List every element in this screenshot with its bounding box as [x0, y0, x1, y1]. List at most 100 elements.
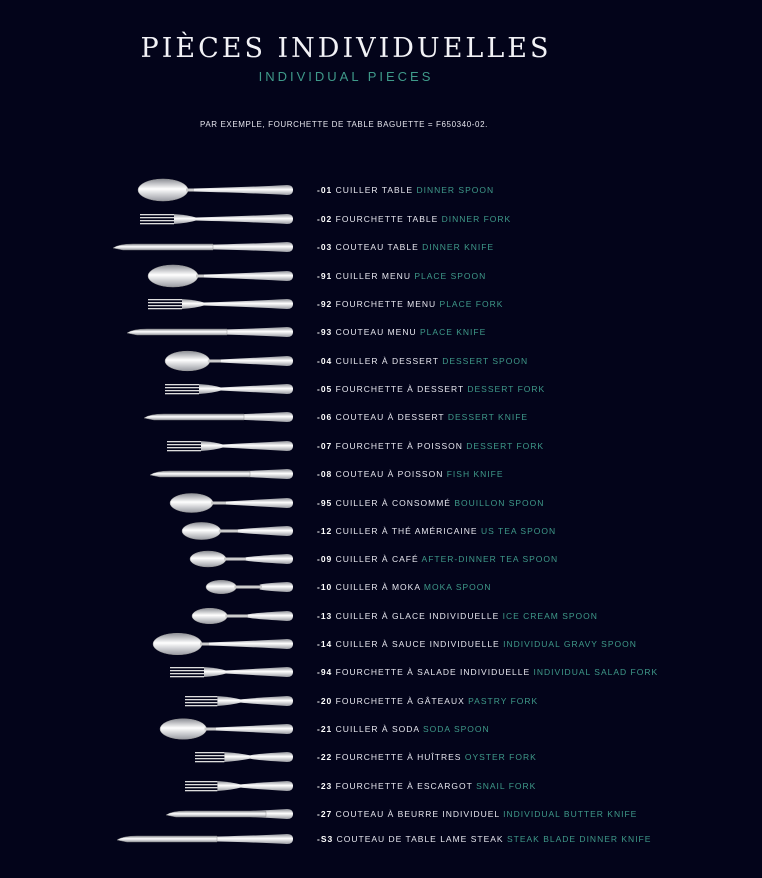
spoon-image-icon [191, 607, 293, 625]
list-item: -92 FOURCHETTE MENU PLACE FORK [317, 298, 503, 310]
item-code: -07 [317, 441, 333, 451]
fork-image-icon [185, 696, 293, 707]
spoon-image-icon [181, 522, 293, 540]
fork-image-icon [140, 214, 293, 225]
list-item: -20 FOURCHETTE À GÂTEAUX PASTRY FORK [317, 695, 538, 707]
item-name-fr: FOURCHETTE À HUÎTRES [335, 752, 462, 762]
list-item: -14 CUILLER À SAUCE INDIVIDUELLE INDIVID… [317, 638, 637, 650]
item-code: -14 [317, 639, 333, 649]
item-name-fr: CUILLER MENU [335, 271, 411, 281]
item-code: -93 [317, 327, 333, 337]
item-name-fr: COUTEAU TABLE [335, 242, 419, 252]
list-item: -22 FOURCHETTE À HUÎTRES OYSTER FORK [317, 751, 537, 763]
knife-image-icon [165, 809, 293, 819]
spoon-image-icon [164, 350, 293, 372]
item-name-fr: CUILLER À DESSERT [335, 356, 439, 366]
item-name-en: DESSERT SPOON [442, 356, 529, 366]
item-code: -08 [317, 469, 333, 479]
spoon-image-icon [152, 632, 293, 656]
list-item: -08 COUTEAU À POISSON FISH KNIFE [317, 468, 504, 480]
list-item: -94 FOURCHETTE À SALADE INDIVIDUELLE IND… [317, 666, 658, 678]
item-name-en: ICE CREAM SPOON [502, 611, 598, 621]
item-name-fr: FOURCHETTE MENU [335, 299, 437, 309]
item-name-en: AFTER-DINNER TEA SPOON [421, 554, 559, 564]
item-name-fr: FOURCHETTE À DESSERT [335, 384, 464, 394]
item-name-en: OYSTER FORK [464, 752, 537, 762]
item-name-fr: COUTEAU MENU [335, 327, 417, 337]
item-name-en: DINNER SPOON [416, 185, 495, 195]
page-title: PIÈCES INDIVIDUELLES [140, 33, 552, 64]
item-name-fr: CUILLER À CAFÉ [335, 554, 419, 564]
item-name-en: DESSERT KNIFE [447, 412, 529, 422]
item-code: -05 [317, 384, 333, 394]
fork-image-icon [165, 384, 293, 395]
list-item: -23 FOURCHETTE À ESCARGOT SNAIL FORK [317, 780, 536, 792]
item-code: -92 [317, 299, 333, 309]
item-code: -04 [317, 356, 333, 366]
fork-image-icon [170, 667, 293, 678]
item-name-fr: COUTEAU DE TABLE LAME STEAK [336, 834, 504, 844]
fork-image-icon [167, 441, 293, 452]
knife-image-icon [116, 834, 293, 844]
item-name-fr: COUTEAU À DESSERT [335, 412, 445, 422]
example-note: PAR EXEMPLE, FOURCHETTE DE TABLE BAGUETT… [200, 120, 488, 129]
knife-image-icon [126, 327, 293, 337]
spoon-image-icon [205, 580, 293, 594]
item-name-fr: CUILLER À CONSOMMÉ [335, 498, 451, 508]
item-code: -95 [317, 498, 333, 508]
item-name-en: DINNER KNIFE [422, 242, 495, 252]
list-item: -03 COUTEAU TABLE DINNER KNIFE [317, 241, 494, 253]
list-item: -12 CUILLER À THÉ AMÉRICAINE US TEA SPOO… [317, 525, 556, 537]
fork-image-icon [185, 781, 293, 792]
list-item: -05 FOURCHETTE À DESSERT DESSERT FORK [317, 383, 545, 395]
item-name-en: PASTRY FORK [468, 696, 539, 706]
list-item: -10 CUILLER À MOKA MOKA SPOON [317, 581, 492, 593]
item-name-en: BOUILLON SPOON [454, 498, 545, 508]
item-code: -94 [317, 667, 333, 677]
item-name-en: STEAK BLADE DINNER KNIFE [506, 834, 652, 844]
item-name-en: DESSERT FORK [467, 384, 546, 394]
knife-image-icon [149, 469, 293, 479]
item-name-en: SNAIL FORK [476, 781, 537, 791]
item-name-fr: CUILLER À GLACE INDIVIDUELLE [335, 611, 500, 621]
item-name-en: INDIVIDUAL SALAD FORK [533, 667, 659, 677]
item-name-en: SODA SPOON [422, 724, 490, 734]
item-name-fr: CUILLER À SAUCE INDIVIDUELLE [335, 639, 500, 649]
item-name-en: INDIVIDUAL BUTTER KNIFE [503, 809, 638, 819]
list-item: -93 COUTEAU MENU PLACE KNIFE [317, 326, 486, 338]
spoon-image-icon [189, 550, 293, 568]
item-name-fr: FOURCHETTE À POISSON [335, 441, 463, 451]
item-name-en: FISH KNIFE [446, 469, 504, 479]
list-item: -13 CUILLER À GLACE INDIVIDUELLE ICE CRE… [317, 610, 598, 622]
item-code: -03 [317, 242, 333, 252]
item-code: -06 [317, 412, 333, 422]
item-name-en: US TEA SPOON [480, 526, 557, 536]
item-code: -21 [317, 724, 333, 734]
item-name-fr: COUTEAU À BEURRE INDIVIDUEL [335, 809, 500, 819]
knife-image-icon [112, 242, 293, 252]
item-code: -01 [317, 185, 333, 195]
list-item: -04 CUILLER À DESSERT DESSERT SPOON [317, 355, 528, 367]
item-code: -S3 [317, 834, 334, 844]
item-code: -13 [317, 611, 333, 621]
list-item: -01 CUILLER TABLE DINNER SPOON [317, 184, 494, 196]
spoon-image-icon [147, 264, 293, 288]
item-name-en: PLACE KNIFE [420, 327, 487, 337]
list-item: -06 COUTEAU À DESSERT DESSERT KNIFE [317, 411, 528, 423]
fork-image-icon [195, 752, 293, 763]
spoon-image-icon [159, 718, 293, 740]
spoon-image-icon [169, 493, 293, 513]
item-name-fr: CUILLER À MOKA [335, 582, 421, 592]
item-code: -27 [317, 809, 333, 819]
item-name-fr: FOURCHETTE À ESCARGOT [335, 781, 473, 791]
list-item: -07 FOURCHETTE À POISSON DESSERT FORK [317, 440, 544, 452]
page-subtitle: INDIVIDUAL PIECES [258, 69, 434, 84]
item-code: -10 [317, 582, 333, 592]
list-item: -02 FOURCHETTE TABLE DINNER FORK [317, 213, 511, 225]
knife-image-icon [143, 412, 293, 422]
item-name-fr: CUILLER À THÉ AMÉRICAINE [335, 526, 478, 536]
item-code: -91 [317, 271, 333, 281]
list-item: -S3 COUTEAU DE TABLE LAME STEAK STEAK BL… [317, 833, 651, 845]
item-code: -20 [317, 696, 333, 706]
item-name-en: DINNER FORK [441, 214, 512, 224]
